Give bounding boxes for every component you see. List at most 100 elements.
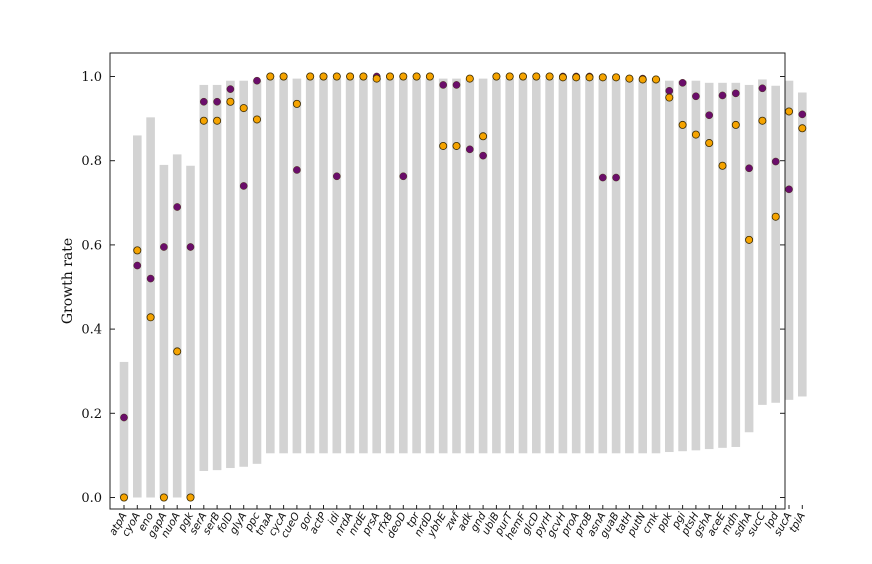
range-bar-mdh [731, 82, 741, 447]
point-orange-nuoA [173, 347, 182, 356]
point-orange-pgk [186, 493, 195, 502]
point-purple-adk [465, 145, 474, 154]
point-orange-ubiB [492, 72, 501, 81]
range-bar-hemF [518, 78, 528, 454]
data-points [120, 72, 807, 502]
y-tick-label: 0.8 [81, 154, 102, 169]
range-bar-lpd [771, 85, 780, 403]
point-orange-idi [332, 72, 341, 81]
point-orange-prsA [372, 74, 381, 83]
range-bar-zwf [452, 78, 461, 454]
point-purple-glyA [239, 182, 248, 190]
point-purple-sucA [785, 185, 793, 194]
point-orange-tpiA [798, 124, 807, 133]
range-bar-glyA [239, 80, 248, 467]
point-orange-nrdD [425, 72, 434, 81]
range-bar-gcvH [558, 78, 568, 454]
range-bar-sucA [784, 80, 794, 400]
y-tick-label: 0.2 [81, 407, 102, 422]
point-orange-purT [505, 72, 514, 81]
range-bar-aceE [718, 82, 727, 448]
range-bar-eno [146, 117, 155, 498]
point-orange-atpA [120, 493, 129, 502]
point-orange-cycA [279, 72, 288, 81]
point-purple-asnA [599, 173, 607, 182]
point-orange-ppc [252, 115, 261, 124]
range-bar-prsA [372, 78, 381, 454]
point-purple-pgi [678, 79, 687, 87]
point-purple-deoD [399, 172, 408, 181]
range-bar-ppk [665, 80, 674, 453]
range-bar-sdhA [744, 84, 754, 433]
x-axis-ticks: atpAcyoAenogapAnuoApgkserAserBfolDglyApp… [107, 505, 808, 542]
point-purple-gapA [160, 243, 168, 251]
point-orange-cmk [652, 75, 661, 84]
point-purple-guaB [612, 173, 620, 182]
point-purple-folD [226, 85, 235, 93]
point-orange-ybhE [439, 141, 448, 150]
point-purple-serB [213, 97, 221, 106]
point-purple-zwf [452, 81, 461, 89]
point-purple-ybhE [439, 81, 448, 89]
point-orange-gapA [159, 493, 168, 502]
range-bar-cmk [651, 78, 661, 454]
range-bar-cycA [279, 78, 288, 454]
range-bar-proA [571, 78, 581, 454]
range-bar-pyrH [545, 78, 554, 454]
point-orange-zwf [452, 141, 461, 150]
point-orange-sucA [785, 107, 794, 116]
range-bar-tnaA [266, 78, 275, 454]
point-orange-lpd [771, 212, 780, 221]
point-purple-sdhA [745, 164, 753, 173]
point-orange-sdhA [745, 235, 754, 244]
point-orange-nrdE [359, 72, 368, 81]
point-purple-aceE [718, 91, 727, 100]
range-bar-ppc [252, 80, 262, 464]
point-orange-gshA [705, 139, 714, 148]
point-purple-gshA [705, 111, 714, 120]
y-axis-ticks: 0.0 0.2 0.4 0.6 0.8 1.0 [81, 70, 785, 506]
point-orange-mdh [731, 120, 740, 129]
point-purple-atpA [120, 413, 128, 422]
y-tick-label: 0.6 [81, 238, 102, 253]
range-bar-nrdE [359, 78, 368, 454]
point-orange-cueO [292, 99, 301, 108]
point-orange-guaB [612, 73, 621, 82]
range-bar-tpr [412, 78, 421, 454]
range-bar-deoD [399, 78, 408, 454]
range-bars [119, 78, 807, 498]
x-tick-label-idi: idi [326, 510, 343, 527]
point-purple-gnd [479, 151, 487, 160]
point-orange-glcD [532, 72, 541, 81]
range-bar-asnA [598, 78, 608, 454]
range-bar-ptsH [691, 80, 701, 451]
point-orange-glnA [306, 72, 315, 81]
range-bar-adk [465, 78, 475, 454]
plot-frame [109, 52, 786, 510]
point-orange-ppk [665, 93, 674, 102]
range-bar-ybhE [438, 78, 448, 454]
y-axis-label: Growth rate [60, 238, 76, 324]
point-orange-hemF [519, 72, 528, 81]
point-orange-aceE [718, 161, 727, 170]
range-bar-nrdA [345, 78, 355, 454]
range-bar-gshA [704, 82, 714, 450]
point-orange-pyrH [545, 72, 554, 81]
range-bar-glcD [532, 78, 541, 454]
point-orange-pgi [678, 120, 687, 129]
point-purple-tpiA [798, 110, 807, 119]
range-bar-rfxB [385, 78, 395, 454]
y-tick-label: 0.4 [81, 323, 102, 338]
y-tick-label: 1.0 [81, 70, 102, 85]
point-orange-rfxB [385, 72, 394, 81]
point-orange-gnd [479, 132, 488, 141]
range-bar-atpA [119, 361, 129, 498]
range-bar-actP [319, 78, 328, 454]
range-bar-folD [226, 80, 235, 469]
point-purple-cueO [293, 166, 301, 174]
point-orange-sucC [758, 116, 767, 125]
range-bar-idi [332, 78, 342, 454]
point-orange-proB [585, 73, 594, 82]
range-bar-serB [212, 84, 222, 471]
range-bar-putN [638, 78, 647, 454]
